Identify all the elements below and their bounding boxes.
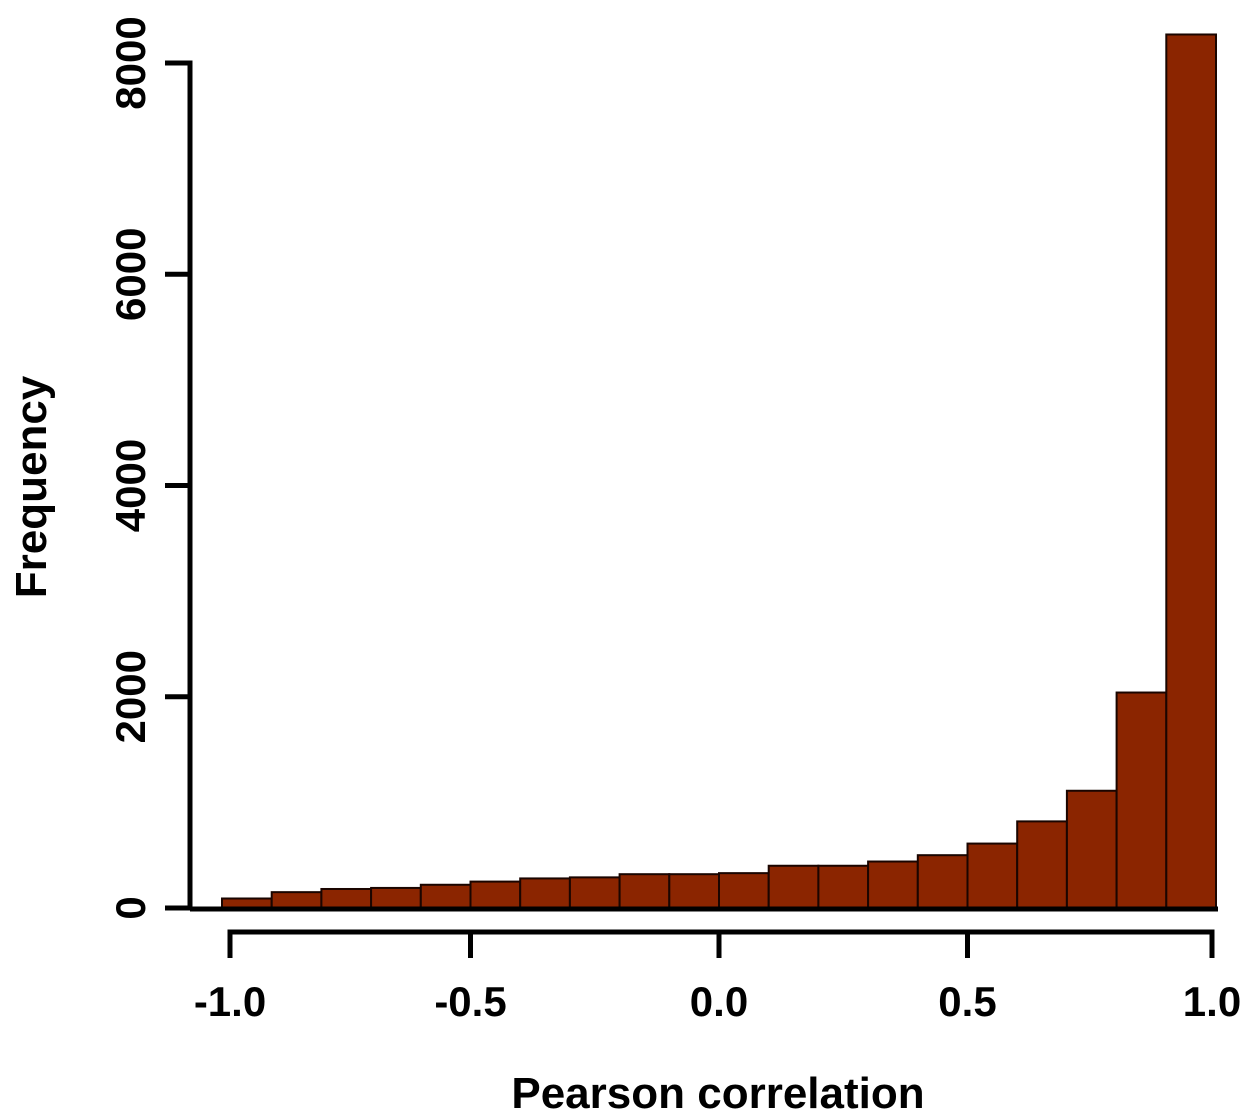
histogram-bar bbox=[916, 854, 969, 909]
histogram-bar bbox=[867, 860, 919, 910]
y-tick-label: 2000 bbox=[107, 650, 154, 743]
histogram-bar bbox=[519, 877, 571, 909]
histogram-bar bbox=[668, 873, 720, 910]
y-axis: 0 2000 4000 6000 8000 bbox=[107, 16, 193, 920]
histogram-bar bbox=[618, 873, 671, 910]
histogram-bar bbox=[718, 872, 770, 909]
x-tick-label: -1.0 bbox=[194, 978, 266, 1025]
y-tick-label: 0 bbox=[107, 896, 154, 919]
y-ticks: 0 2000 4000 6000 8000 bbox=[107, 16, 190, 920]
x-tick-label: -0.5 bbox=[434, 978, 506, 1025]
histogram-bar bbox=[469, 880, 522, 909]
y-tick-label: 6000 bbox=[107, 228, 154, 321]
histogram-bar bbox=[767, 864, 820, 909]
bars-layer bbox=[221, 33, 1218, 910]
histogram-bar bbox=[1016, 820, 1068, 910]
histogram-bar bbox=[270, 891, 323, 909]
histogram-bar bbox=[966, 842, 1019, 909]
histogram-bar bbox=[1165, 33, 1218, 909]
x-axis-title: Pearson correlation bbox=[511, 1069, 924, 1114]
histogram-bar bbox=[1115, 691, 1168, 910]
x-axis: -1.0 -0.5 0.0 0.5 1.0 bbox=[194, 929, 1241, 1025]
histogram-bar bbox=[1065, 789, 1118, 909]
y-axis-title: Frequency bbox=[7, 375, 56, 598]
histogram-bar bbox=[370, 886, 422, 910]
y-tick-label: 8000 bbox=[107, 16, 154, 109]
x-tick-label: 1.0 bbox=[1183, 978, 1241, 1025]
y-tick-label: 4000 bbox=[107, 439, 154, 532]
histogram-bar bbox=[817, 864, 870, 909]
x-ticks: -1.0 -0.5 0.0 0.5 1.0 bbox=[194, 929, 1241, 1025]
x-tick-label: 0.0 bbox=[690, 978, 748, 1025]
x-tick-label: 0.5 bbox=[938, 978, 996, 1025]
histogram-bar bbox=[419, 883, 472, 910]
histogram-bar bbox=[568, 876, 621, 910]
histogram-bar bbox=[320, 887, 373, 909]
